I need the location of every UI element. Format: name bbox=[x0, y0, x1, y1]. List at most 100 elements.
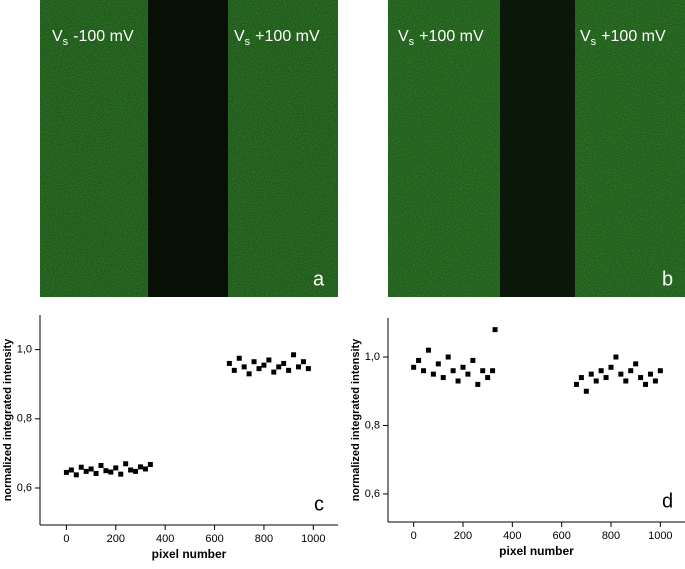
point bbox=[256, 366, 262, 372]
point bbox=[588, 371, 594, 377]
image-label: Vs +100 mV bbox=[580, 28, 666, 48]
point bbox=[490, 368, 496, 374]
label-subscript: s bbox=[591, 36, 597, 48]
point bbox=[633, 361, 639, 367]
point bbox=[108, 469, 114, 475]
point bbox=[281, 360, 287, 366]
image-b bbox=[388, 0, 685, 297]
point bbox=[416, 357, 422, 363]
point bbox=[613, 354, 619, 360]
point bbox=[485, 375, 491, 381]
point bbox=[638, 375, 644, 381]
point bbox=[231, 367, 237, 373]
label-subscript: s bbox=[63, 36, 69, 48]
label-value: +100 mV bbox=[601, 28, 666, 45]
point bbox=[425, 347, 431, 353]
x-tick-label: 400 bbox=[503, 530, 521, 542]
point bbox=[142, 466, 148, 472]
point bbox=[652, 378, 658, 384]
point bbox=[103, 468, 109, 474]
point bbox=[251, 359, 257, 365]
point bbox=[643, 381, 649, 387]
point bbox=[647, 371, 653, 377]
label-value: -100 mV bbox=[73, 28, 134, 45]
point bbox=[578, 375, 584, 381]
image-a bbox=[40, 0, 338, 297]
point bbox=[628, 368, 634, 374]
point bbox=[123, 461, 129, 467]
x-tick-label: 1000 bbox=[648, 530, 672, 542]
point bbox=[593, 378, 599, 384]
point bbox=[480, 368, 486, 374]
point bbox=[300, 359, 306, 365]
label-value: +100 mV bbox=[419, 28, 484, 45]
point bbox=[470, 357, 476, 363]
point bbox=[618, 371, 624, 377]
y-tick-label: 0,6 bbox=[17, 482, 32, 494]
point bbox=[465, 371, 471, 377]
y-tick-label: 1,0 bbox=[17, 344, 32, 356]
point bbox=[657, 368, 663, 374]
point bbox=[286, 367, 292, 373]
x-tick-label: 200 bbox=[107, 533, 125, 545]
point bbox=[261, 362, 267, 368]
y-tick-label: 0,6 bbox=[365, 488, 380, 500]
point bbox=[63, 469, 69, 475]
point bbox=[445, 354, 451, 360]
panel-letter: a bbox=[313, 268, 325, 290]
label-symbol: V bbox=[398, 28, 409, 45]
point bbox=[573, 381, 579, 387]
point bbox=[276, 364, 282, 370]
x-tick-label: 0 bbox=[63, 533, 69, 545]
x-tick-label: 800 bbox=[255, 533, 273, 545]
point bbox=[68, 467, 74, 473]
y-tick-label: 0,8 bbox=[17, 413, 32, 425]
panel-letter: c bbox=[314, 493, 324, 515]
x-axis-label: pixel number bbox=[152, 547, 227, 561]
image-label: Vs +100 mV bbox=[398, 28, 484, 48]
point bbox=[608, 364, 614, 370]
x-axis-label: pixel number bbox=[499, 544, 574, 558]
point bbox=[440, 375, 446, 381]
point bbox=[78, 464, 84, 470]
point bbox=[241, 364, 247, 370]
point bbox=[435, 361, 441, 367]
point bbox=[113, 465, 119, 471]
point bbox=[118, 471, 124, 477]
point bbox=[73, 472, 79, 478]
image-label: Vs +100 mV bbox=[234, 28, 320, 48]
x-tick-label: 600 bbox=[552, 530, 570, 542]
label-subscript: s bbox=[409, 36, 415, 48]
x-tick-label: 600 bbox=[205, 533, 223, 545]
point bbox=[430, 371, 436, 377]
panel-letter: b bbox=[662, 268, 673, 290]
point bbox=[98, 462, 104, 468]
y-axis-label: normalized integrated intensity bbox=[350, 338, 362, 501]
point bbox=[411, 364, 417, 370]
point bbox=[137, 464, 143, 470]
point bbox=[236, 355, 242, 361]
point bbox=[583, 388, 589, 394]
label-subscript: s bbox=[245, 36, 251, 48]
point bbox=[305, 366, 311, 372]
x-tick-label: 200 bbox=[454, 530, 472, 542]
label-symbol: V bbox=[52, 28, 63, 45]
image-label: Vs -100 mV bbox=[52, 28, 134, 48]
point bbox=[492, 327, 498, 333]
x-tick-label: 800 bbox=[602, 530, 620, 542]
y-axis-label: normalized integrated intensity bbox=[2, 338, 14, 501]
x-tick-label: 400 bbox=[156, 533, 174, 545]
label-symbol: V bbox=[234, 28, 245, 45]
point bbox=[603, 375, 609, 381]
point bbox=[93, 470, 99, 476]
point bbox=[266, 357, 272, 363]
point bbox=[460, 364, 466, 370]
point bbox=[226, 360, 232, 366]
point bbox=[291, 352, 297, 358]
point bbox=[295, 364, 301, 370]
point bbox=[623, 378, 629, 384]
point bbox=[421, 368, 427, 374]
label-symbol: V bbox=[580, 28, 591, 45]
point bbox=[246, 371, 252, 377]
